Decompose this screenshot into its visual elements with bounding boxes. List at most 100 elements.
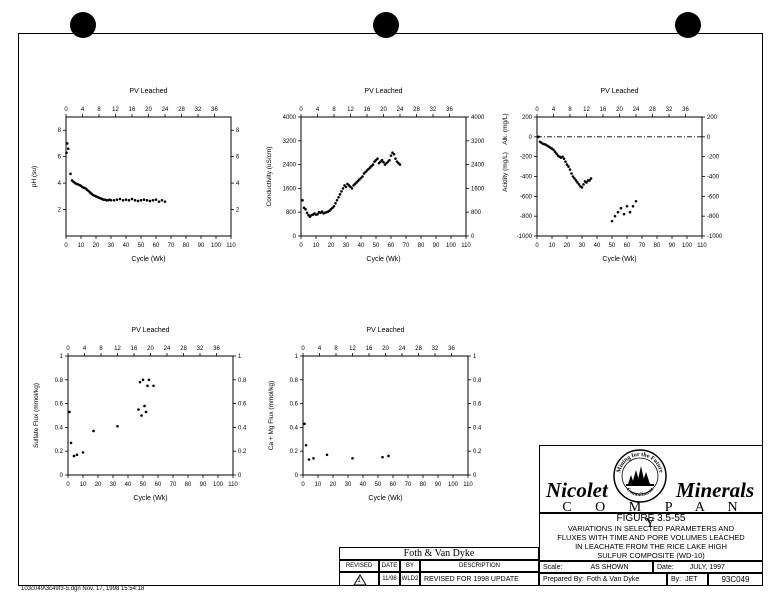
- top-tick-label: 4: [316, 107, 320, 113]
- top-tick-label: 36: [213, 346, 220, 352]
- x-tick-label: 10: [80, 482, 87, 488]
- x-tick-label: 0: [301, 482, 305, 488]
- top-tick-label: 20: [380, 107, 387, 113]
- data-point: [145, 199, 149, 202]
- x-tick-label: 100: [448, 482, 459, 488]
- data-point: [118, 197, 122, 201]
- y-tick-label-right: 6: [236, 155, 240, 161]
- data-point: [376, 157, 379, 160]
- y-tick-label-right: -600: [707, 194, 720, 200]
- x-tick-label: 50: [609, 243, 616, 249]
- x-axis-label: Cycle (Wk): [602, 256, 636, 263]
- scale-cell: Scale: AS SHOWN: [539, 561, 653, 573]
- top-tick-label: 12: [583, 107, 590, 113]
- data-point: [303, 422, 306, 426]
- x-tick-label: 0: [64, 243, 68, 249]
- rev-row-by: WLD2: [400, 572, 420, 586]
- data-point: [382, 160, 385, 164]
- rev-header-by: BY: [400, 560, 420, 572]
- top-tick-label: 36: [211, 107, 218, 113]
- chart-title: PV Leached: [131, 327, 169, 334]
- x-tick-label: 30: [110, 482, 117, 488]
- seal-bottom-text: Commitment: [625, 487, 656, 498]
- company-word: C O M P A N Y: [562, 500, 748, 531]
- y-tick-label-right: 1: [473, 354, 477, 360]
- x-tick-label: 0: [535, 243, 539, 249]
- y-axis-label: Conductivity (uS/cm): [266, 147, 273, 207]
- by-cell: By: JET: [667, 573, 708, 586]
- data-point: [136, 199, 140, 203]
- plot-frame: [67, 355, 234, 476]
- data-point: [335, 199, 339, 202]
- data-point: [564, 160, 567, 163]
- data-point: [69, 441, 73, 445]
- y-tick-label-right: 0.6: [238, 402, 247, 408]
- y-tick-label: 0: [295, 473, 299, 479]
- rev-number: 1: [357, 578, 361, 584]
- x-tick-label: 50: [138, 243, 145, 249]
- data-point: [381, 455, 384, 459]
- data-point: [380, 158, 384, 162]
- x-tick-label: 80: [185, 482, 192, 488]
- x-tick-label: 50: [373, 243, 380, 249]
- data-point: [562, 157, 566, 160]
- firm-name-cell: Foth & Van Dyke: [339, 547, 539, 560]
- data-point: [580, 186, 584, 189]
- y-tick-label-right: 0: [238, 473, 242, 479]
- data-point: [628, 210, 632, 214]
- x-tick-label: 60: [155, 482, 162, 488]
- data-point: [154, 198, 158, 201]
- data-point: [631, 204, 635, 208]
- data-point: [394, 157, 397, 160]
- top-tick-label: 4: [81, 107, 85, 113]
- data-point: [138, 380, 142, 384]
- y-tick-label: 200: [522, 115, 533, 121]
- top-tick-label: 16: [364, 107, 371, 113]
- y-tick-label-right: 0: [473, 473, 477, 479]
- top-tick-label: 0: [299, 107, 303, 113]
- y-tick-label-right: 4000: [471, 115, 485, 121]
- x-tick-label: 20: [95, 482, 102, 488]
- top-tick-label: 4: [318, 346, 322, 352]
- top-tick-label: 24: [162, 107, 169, 113]
- x-tick-label: 60: [153, 243, 160, 249]
- data-point: [565, 163, 569, 166]
- top-tick-label: 28: [649, 107, 656, 113]
- top-tick-label: 32: [197, 346, 204, 352]
- top-tick-label: 28: [413, 107, 420, 113]
- data-point: [577, 183, 581, 186]
- figure-number: FIGURE 3.5-55: [616, 513, 686, 524]
- data-point: [582, 183, 585, 186]
- y-tick-label-right: -400: [707, 175, 720, 181]
- top-tick-label: 32: [430, 107, 437, 113]
- y-tick-label: 0.2: [290, 449, 299, 455]
- y-tick-label-right: 800: [471, 210, 482, 216]
- top-tick-label: 24: [633, 107, 640, 113]
- top-tick-label: 28: [180, 346, 187, 352]
- svg-text:Commitment: Commitment: [625, 487, 656, 498]
- x-tick-label: 70: [168, 243, 175, 249]
- data-point: [568, 168, 572, 171]
- top-tick-label: 12: [349, 346, 356, 352]
- data-point: [151, 199, 155, 202]
- by-label: By:: [671, 576, 682, 583]
- data-point: [305, 211, 309, 215]
- y-tick-label-right: 0.4: [238, 425, 247, 431]
- data-point: [142, 198, 146, 201]
- x-tick-label: 50: [140, 482, 147, 488]
- y-tick-label-right: 2400: [471, 163, 485, 169]
- top-tick-label: 28: [415, 346, 422, 352]
- y-tick-label: 1: [60, 354, 64, 360]
- data-point: [361, 175, 364, 178]
- revision-triangle-icon: [353, 574, 367, 585]
- x-tick-label: 40: [358, 243, 365, 249]
- data-point: [553, 150, 557, 154]
- data-point: [555, 152, 558, 155]
- top-tick-label: 36: [448, 346, 455, 352]
- y-tick-label-right: 200: [707, 115, 718, 121]
- plot-frame: [300, 116, 467, 237]
- date-cell: Date: JULY, 1997: [653, 561, 763, 573]
- figure-caption-box: [539, 513, 763, 561]
- data-point: [66, 147, 70, 151]
- data-point: [398, 163, 402, 166]
